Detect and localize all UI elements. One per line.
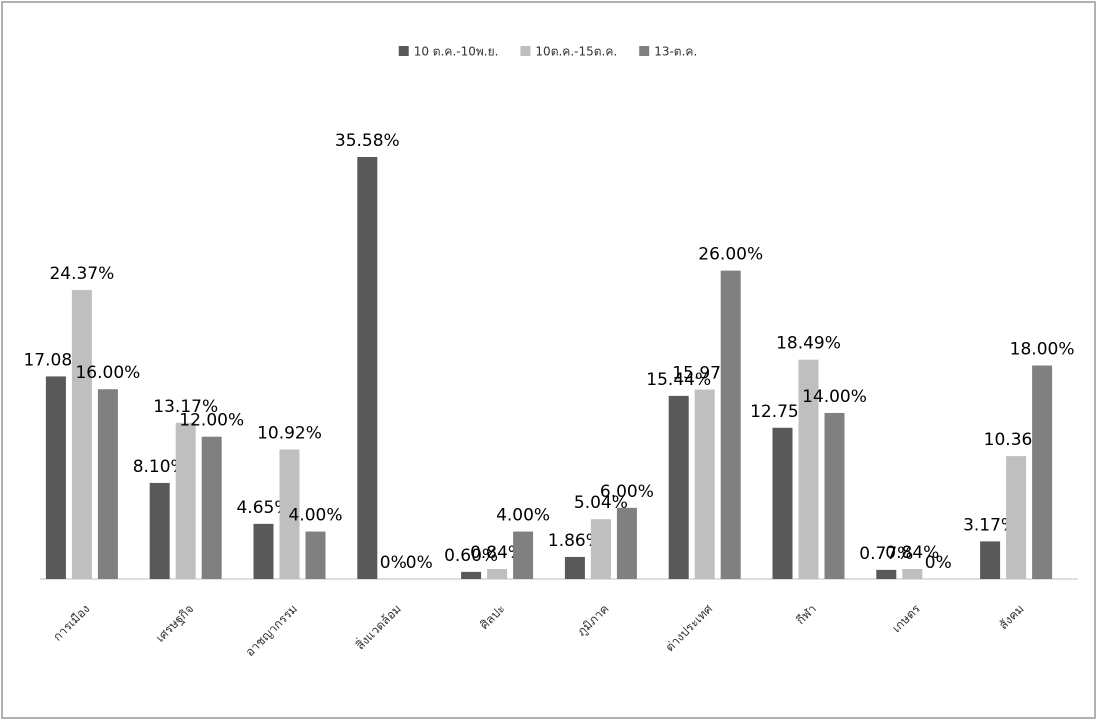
- data-label: 24.37%: [49, 264, 114, 284]
- data-label: 15.44%: [646, 370, 711, 390]
- data-label: 35.58%: [335, 131, 400, 151]
- data-label: 8.10%: [133, 457, 187, 477]
- bar: [564, 556, 585, 579]
- data-label: 4.65%: [236, 498, 290, 518]
- bar: [253, 523, 274, 579]
- bar: [798, 359, 819, 579]
- bar: [71, 289, 92, 579]
- data-label: 13.17%: [153, 397, 218, 417]
- bar: [902, 569, 923, 579]
- bar: [720, 270, 741, 579]
- legend-label: 13-ต.ค.: [654, 45, 697, 59]
- bar: [461, 571, 482, 579]
- bar: [97, 389, 118, 579]
- legend-swatch: [398, 46, 409, 56]
- bar: [668, 395, 689, 579]
- data-label: 6.00%: [600, 482, 654, 502]
- bar: [279, 449, 300, 579]
- bar: [513, 531, 534, 579]
- data-label: 5.04%: [574, 493, 628, 513]
- bar: [616, 507, 637, 579]
- bar: [772, 427, 793, 579]
- bar: [1032, 365, 1053, 579]
- legend-label: 10 ต.ค.-10พ.ย.: [414, 45, 499, 59]
- bar: [590, 519, 611, 579]
- data-label: 0.84%: [470, 543, 524, 563]
- bar: [357, 157, 378, 579]
- bar: [980, 541, 1001, 579]
- legend-label: 10ต.ค.-15ต.ค.: [535, 45, 617, 59]
- data-label: 0.84%: [885, 543, 939, 563]
- legend-swatch: [520, 46, 531, 56]
- bar: [824, 412, 845, 579]
- bar: [694, 389, 715, 579]
- bar: [487, 569, 508, 579]
- bar: [305, 531, 326, 579]
- data-label: 0%: [406, 553, 433, 573]
- data-label: 4.00%: [496, 506, 550, 526]
- bar: [149, 482, 170, 579]
- data-label: 1.86%: [548, 531, 602, 551]
- bar: [45, 376, 66, 579]
- data-label: 12.00%: [179, 411, 244, 431]
- data-label: 4.00%: [288, 506, 342, 526]
- bar: [201, 436, 222, 579]
- data-label: 0%: [380, 553, 407, 573]
- data-label: 10.92%: [257, 423, 322, 443]
- data-label: 0.77%: [859, 544, 913, 564]
- data-label: 18.49%: [776, 334, 841, 354]
- bar: [175, 422, 196, 579]
- data-label: 14.00%: [802, 387, 867, 407]
- data-label: 0%: [925, 553, 952, 573]
- data-label: 26.00%: [698, 245, 763, 265]
- bar: [1006, 456, 1027, 579]
- legend-swatch: [639, 46, 650, 56]
- data-label: 16.00%: [75, 363, 140, 383]
- data-label: 0.60%: [444, 546, 498, 566]
- bar: [876, 569, 897, 579]
- data-label: 3.17%: [963, 515, 1017, 535]
- data-label: 18.00%: [1010, 340, 1075, 360]
